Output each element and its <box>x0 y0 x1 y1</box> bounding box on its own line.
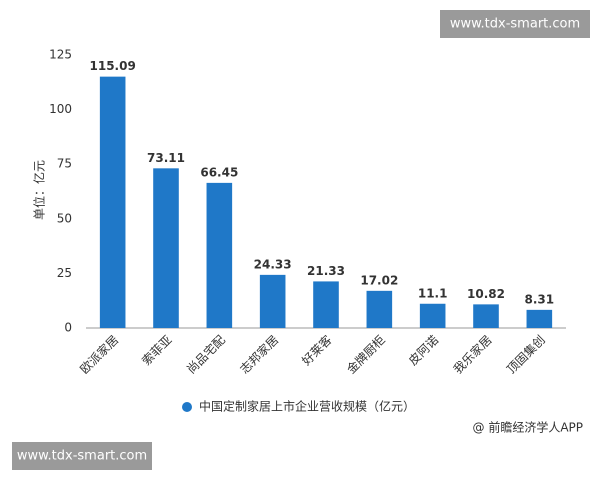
bar <box>313 281 339 328</box>
value-label: 115.09 <box>90 59 136 73</box>
y-axis-label: 单位：亿元 <box>32 160 47 220</box>
y-tick-label: 0 <box>64 321 72 335</box>
legend-label: 中国定制家居上市企业营收规模（亿元） <box>199 399 415 414</box>
bar <box>259 274 286 328</box>
bar <box>419 303 446 328</box>
value-label: 21.33 <box>307 264 345 278</box>
value-label: 17.02 <box>360 273 398 287</box>
watermark: www.tdx-smart.com <box>17 449 147 464</box>
value-label: 11.1 <box>418 286 448 300</box>
y-tick-label: 25 <box>57 266 72 280</box>
bar <box>99 76 126 329</box>
y-tick-label: 100 <box>49 102 72 116</box>
bar <box>526 309 553 328</box>
value-label: 8.31 <box>525 292 555 306</box>
watermark: www.tdx-smart.com <box>450 17 580 32</box>
watermark-box <box>12 442 152 470</box>
bar <box>473 304 499 328</box>
bar <box>366 290 393 328</box>
watermark-box <box>440 10 590 38</box>
y-tick-label: 125 <box>49 48 72 62</box>
y-tick-label: 50 <box>57 211 72 225</box>
value-label: 73.11 <box>147 151 185 165</box>
bar <box>153 168 179 328</box>
value-label: 24.33 <box>254 257 292 271</box>
legend-marker <box>182 402 192 412</box>
value-label: 10.82 <box>467 287 505 301</box>
source: @ 前瞻经济学人APP <box>473 420 584 435</box>
bar <box>206 182 233 328</box>
y-tick-label: 75 <box>57 157 72 171</box>
value-label: 66.45 <box>200 165 238 179</box>
